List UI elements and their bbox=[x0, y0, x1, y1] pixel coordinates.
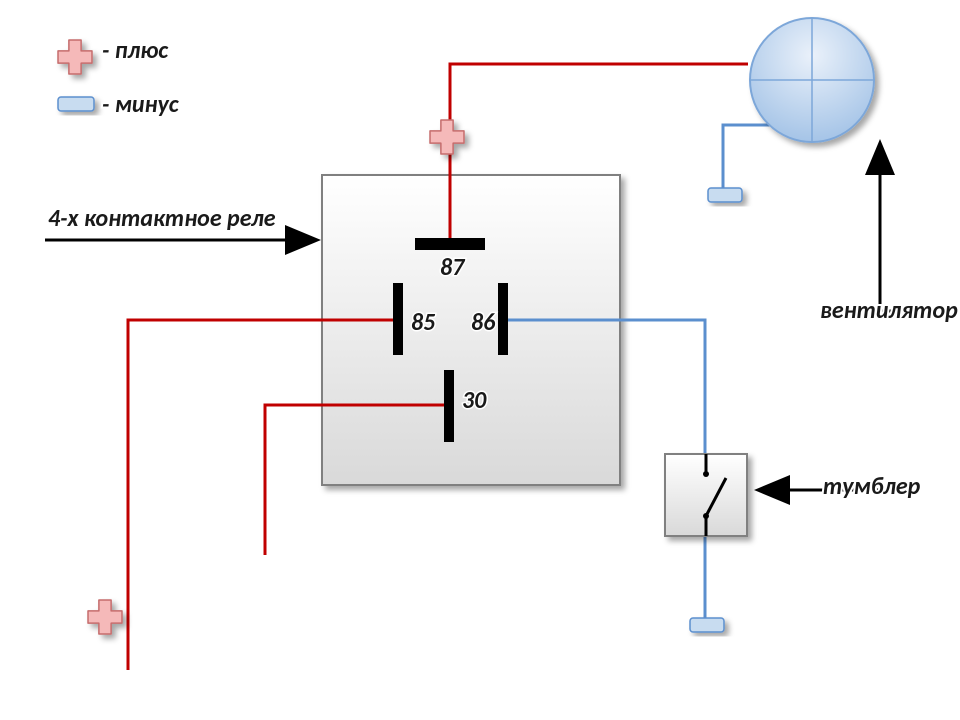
pin-label-30: 30 bbox=[462, 386, 487, 415]
pin-label-87: 87 bbox=[440, 253, 466, 282]
fan-label: вентилятор bbox=[820, 296, 958, 325]
pin-label-86: 86 bbox=[471, 308, 495, 337]
relay-label: 4-х контактное реле bbox=[48, 204, 276, 233]
minus-icon bbox=[690, 618, 724, 632]
switch-label: тумблер bbox=[823, 472, 921, 501]
switch-box bbox=[665, 454, 747, 536]
pin-label-85: 85 bbox=[411, 308, 435, 337]
minus-icon bbox=[708, 188, 742, 202]
minus-icons bbox=[58, 97, 94, 111]
fan-icon bbox=[750, 18, 874, 142]
ground-symbols bbox=[690, 188, 742, 632]
minus-icon bbox=[58, 97, 94, 111]
plus-icon bbox=[88, 600, 122, 634]
legend-minus-label: - минус bbox=[102, 90, 180, 119]
plus-icon bbox=[430, 120, 464, 154]
plus-icon bbox=[58, 40, 92, 74]
legend-plus-label: - плюс bbox=[102, 36, 169, 65]
